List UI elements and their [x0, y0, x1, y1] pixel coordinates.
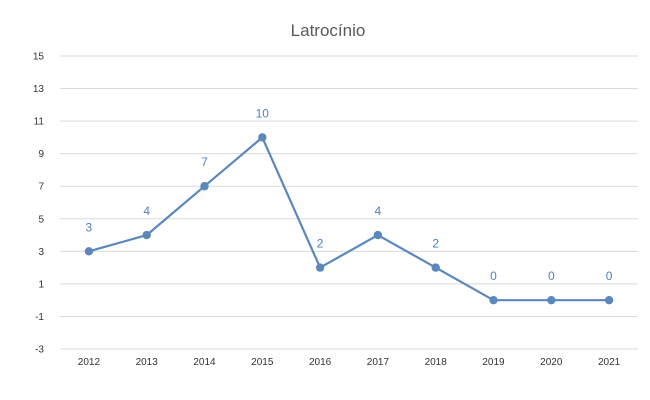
data-point — [142, 230, 151, 240]
data-label: 10 — [256, 106, 270, 120]
y-tick-label: 7 — [38, 182, 44, 193]
y-tick-label: 15 — [33, 52, 45, 63]
data-point — [431, 263, 440, 272]
data-label: 2 — [317, 237, 324, 251]
x-tick-label: 2021 — [598, 357, 621, 368]
y-tick-label: 9 — [38, 149, 44, 160]
y-tick-label: -3 — [35, 345, 44, 356]
data-label: 4 — [375, 204, 382, 218]
y-tick-label: -1 — [35, 312, 44, 323]
x-tick-label: 2013 — [136, 357, 159, 368]
x-tick-label: 2014 — [193, 357, 216, 368]
x-tick-label: 2019 — [482, 357, 505, 368]
x-tick-label: 2020 — [540, 357, 563, 368]
data-label: 0 — [490, 269, 497, 283]
data-label: 0 — [548, 269, 555, 283]
y-tick-label: 11 — [34, 117, 45, 128]
data-point — [604, 295, 614, 305]
y-tick-label: 3 — [38, 247, 44, 258]
data-point — [200, 182, 209, 191]
data-label: 7 — [201, 155, 208, 169]
x-tick-label: 2017 — [367, 357, 390, 368]
data-point — [489, 295, 498, 305]
data-label: 0 — [606, 269, 613, 283]
data-label: 4 — [143, 204, 150, 218]
chart-title: Latrocínio — [291, 21, 366, 40]
data-label: 3 — [86, 220, 93, 234]
data-point — [547, 295, 556, 305]
data-point — [84, 247, 94, 256]
x-tick-label: 2018 — [425, 357, 448, 368]
x-tick-label: 2015 — [251, 357, 274, 368]
x-tick-label: 2016 — [309, 357, 332, 368]
x-tick-label: 2012 — [78, 357, 101, 368]
series-line — [88, 136, 610, 302]
data-point — [315, 263, 325, 272]
y-tick-label: 5 — [38, 214, 44, 225]
data-point — [373, 230, 383, 240]
y-tick-label: 13 — [33, 84, 45, 95]
data-point — [258, 133, 267, 142]
data-label: 2 — [432, 237, 439, 251]
y-tick-label: 1 — [38, 279, 44, 290]
